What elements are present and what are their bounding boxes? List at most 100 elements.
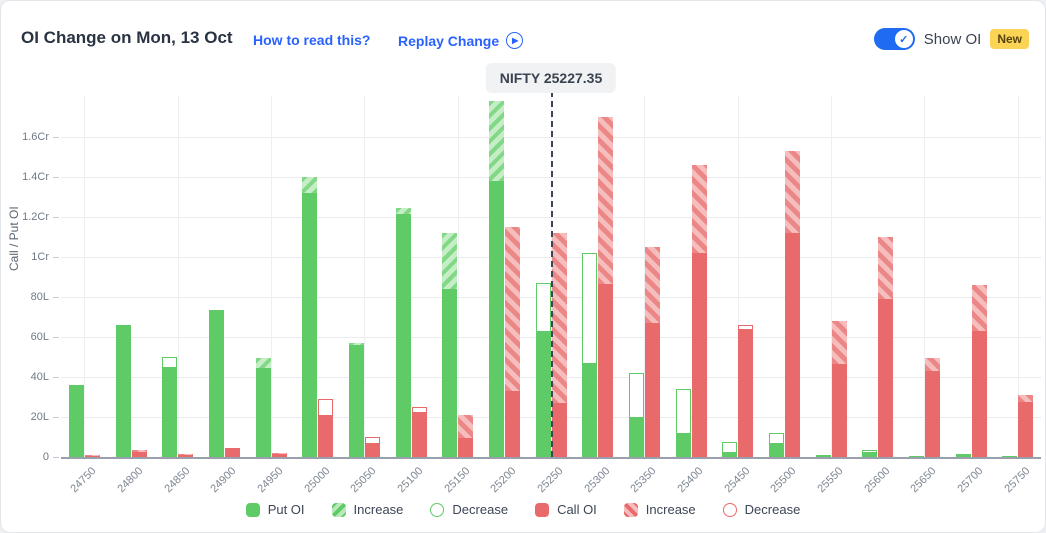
- call-oi-segment: [691, 253, 707, 457]
- put-increase-segment: [255, 358, 271, 368]
- call-bar-24800[interactable]: [131, 450, 147, 457]
- call-oi-segment: [364, 443, 380, 457]
- replay-change-link[interactable]: Replay Change ▶: [398, 32, 524, 49]
- put-bar-25600[interactable]: [862, 450, 878, 457]
- call-increase-segment: [271, 453, 287, 454]
- call-bar-25150[interactable]: [458, 415, 474, 457]
- put-oi-segment: [862, 452, 878, 457]
- put-increase-segment: [348, 343, 364, 345]
- x-tick-label: 25700: [955, 465, 986, 496]
- x-tick-label: 24850: [162, 465, 193, 496]
- x-tick-label: 25300: [582, 465, 613, 496]
- call-bar-25400[interactable]: [691, 165, 707, 457]
- call-bar-25650[interactable]: [924, 358, 940, 457]
- put-bar-24950[interactable]: [255, 358, 271, 457]
- call-oi-segment: [924, 371, 940, 457]
- call-oi-segment: [1018, 402, 1034, 457]
- call-increase-segment: [551, 233, 567, 403]
- y-tick-mark: [53, 377, 59, 378]
- put-bar-25350[interactable]: [628, 373, 644, 457]
- put-oi-segment: [348, 345, 364, 457]
- call-bar-25350[interactable]: [644, 247, 660, 457]
- call-bar-25100[interactable]: [411, 407, 427, 457]
- legend-put-decrease[interactable]: Decrease: [430, 502, 508, 517]
- x-tick-label: 25250: [535, 465, 566, 496]
- legend-call-oi[interactable]: Call OI: [535, 502, 597, 517]
- call-bar-25200[interactable]: [504, 227, 520, 457]
- put-bar-25100[interactable]: [395, 208, 411, 457]
- call-increase-segment: [971, 285, 987, 331]
- put-oi-segment: [535, 331, 551, 457]
- put-oi-segment: [1002, 456, 1018, 457]
- call-oi-segment: [178, 455, 194, 457]
- call-bar-24750[interactable]: [84, 455, 100, 457]
- y-axis-title: Call / Put OI: [7, 206, 21, 271]
- put-bar-25750[interactable]: [1002, 456, 1018, 457]
- put-increase-segment: [488, 101, 504, 181]
- legend-call-decrease[interactable]: Decrease: [722, 502, 800, 517]
- how-to-read-link[interactable]: How to read this?: [253, 32, 371, 48]
- put-decrease-segment: [722, 442, 738, 452]
- x-tick-label: 25150: [442, 465, 473, 496]
- x-tick-label: 25550: [815, 465, 846, 496]
- legend-put-oi[interactable]: Put OI: [245, 502, 305, 517]
- put-bar-25000[interactable]: [302, 177, 318, 457]
- play-circle-icon[interactable]: ▶: [506, 32, 524, 49]
- gridline-vertical: [831, 96, 832, 457]
- call-increase-segment: [878, 237, 894, 299]
- put-bar-25250[interactable]: [535, 283, 551, 457]
- put-bar-25650[interactable]: [908, 456, 924, 457]
- legend-call-increase[interactable]: Increase: [623, 502, 696, 517]
- call-oi-segment: [738, 329, 754, 457]
- put-oi-segment: [488, 181, 504, 457]
- call-bar-25000[interactable]: [318, 399, 334, 457]
- call-increase-segment: [831, 321, 847, 364]
- put-bar-25300[interactable]: [582, 253, 598, 457]
- call-oi-segment: [504, 391, 520, 457]
- y-tick-label: 80L: [30, 291, 49, 303]
- call-bar-25550[interactable]: [831, 321, 847, 457]
- call-bar-25300[interactable]: [598, 117, 614, 457]
- call-bar-25600[interactable]: [878, 237, 894, 457]
- put-bar-25450[interactable]: [722, 442, 738, 457]
- call-bar-25750[interactable]: [1018, 395, 1034, 457]
- call-decrease-segment: [364, 437, 380, 443]
- x-tick-label: 25350: [628, 465, 659, 496]
- call-bar-24900[interactable]: [224, 448, 240, 457]
- y-tick-label: 1.4Cr: [22, 171, 49, 183]
- call-bar-24950[interactable]: [271, 453, 287, 457]
- put-bar-25500[interactable]: [768, 433, 784, 457]
- x-tick-label: 25100: [395, 465, 426, 496]
- call-bar-25250[interactable]: [551, 233, 567, 457]
- x-tick-label: 24900: [208, 465, 239, 496]
- put-bar-25400[interactable]: [675, 389, 691, 457]
- call-bar-25450[interactable]: [738, 325, 754, 457]
- call-oi-segment: [318, 415, 334, 457]
- call-bar-25700[interactable]: [971, 285, 987, 457]
- legend-put-increase[interactable]: Increase: [331, 502, 403, 517]
- y-tick-mark: [53, 257, 59, 258]
- put-oi-segment: [395, 214, 411, 457]
- put-bar-25150[interactable]: [442, 233, 458, 457]
- call-bar-25050[interactable]: [364, 437, 380, 457]
- x-tick-label: 24950: [255, 465, 286, 496]
- call-increase-segment: [131, 450, 147, 452]
- put-bar-24750[interactable]: [68, 385, 84, 457]
- put-bar-25200[interactable]: [488, 101, 504, 457]
- call-oi-segment: [971, 331, 987, 457]
- y-tick-label: 60L: [30, 331, 49, 343]
- put-bar-24900[interactable]: [208, 310, 224, 457]
- put-bar-25050[interactable]: [348, 343, 364, 457]
- show-oi-toggle[interactable]: ✓: [873, 28, 915, 50]
- put-bar-25550[interactable]: [815, 455, 831, 457]
- call-bar-24850[interactable]: [178, 454, 194, 457]
- y-tick-label: 20L: [30, 411, 49, 423]
- put-bar-25700[interactable]: [955, 454, 971, 457]
- call-bar-25500[interactable]: [784, 151, 800, 457]
- put-bar-24800[interactable]: [115, 325, 131, 457]
- x-tick-label: 24800: [115, 465, 146, 496]
- gridline-vertical: [271, 96, 272, 457]
- put-bar-24850[interactable]: [162, 357, 178, 457]
- put-oi-segment: [442, 289, 458, 457]
